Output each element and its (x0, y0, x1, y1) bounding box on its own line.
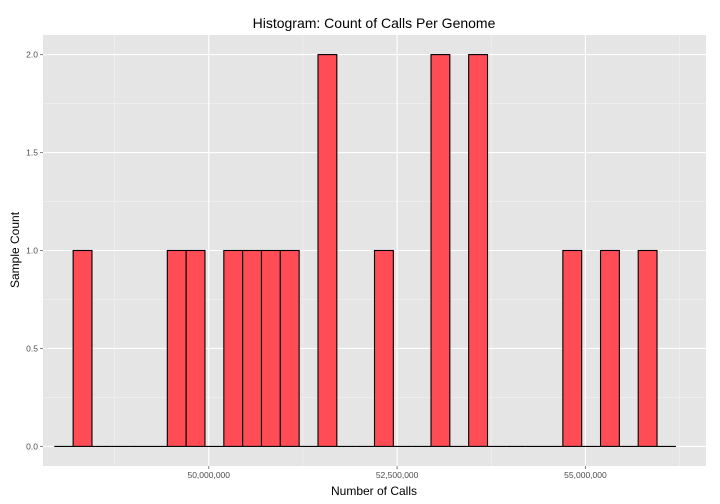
histogram-bar (468, 54, 489, 447)
x-tick-label: 50,000,000 (187, 470, 230, 480)
y-tick-label: 1.0 (26, 246, 38, 256)
x-axis-ticks: 50,000,000 52,500,000 55,000,000 (187, 466, 607, 480)
x-tick-label: 52,500,000 (376, 470, 419, 480)
y-axis-ticks: 0.0 0.5 1.0 1.5 2.0 (26, 50, 43, 451)
histogram-bar (599, 249, 620, 447)
x-axis-label: Number of Calls (331, 484, 417, 498)
y-tick-label: 2.0 (26, 50, 38, 60)
histogram-bar (562, 249, 583, 447)
histogram-bar (260, 249, 281, 447)
histogram-bar (223, 249, 244, 447)
histogram-bar (637, 249, 658, 447)
histogram-bar (242, 249, 263, 447)
histogram-bar (279, 249, 300, 447)
chart-title: Histogram: Count of Calls Per Genome (253, 15, 496, 31)
histogram-bar (166, 249, 187, 447)
histogram-bar (72, 249, 93, 447)
histogram-bar (185, 249, 206, 447)
histogram-bar (317, 54, 338, 447)
y-tick-label: 0.5 (26, 343, 38, 353)
y-tick-label: 1.5 (26, 148, 38, 158)
histogram-bar (373, 249, 394, 447)
y-axis-label: Sample Count (8, 211, 22, 288)
x-tick-label: 55,000,000 (564, 470, 607, 480)
y-tick-label: 0.0 (26, 441, 38, 451)
histogram-bars (54, 54, 676, 447)
histogram-bar (430, 54, 451, 447)
